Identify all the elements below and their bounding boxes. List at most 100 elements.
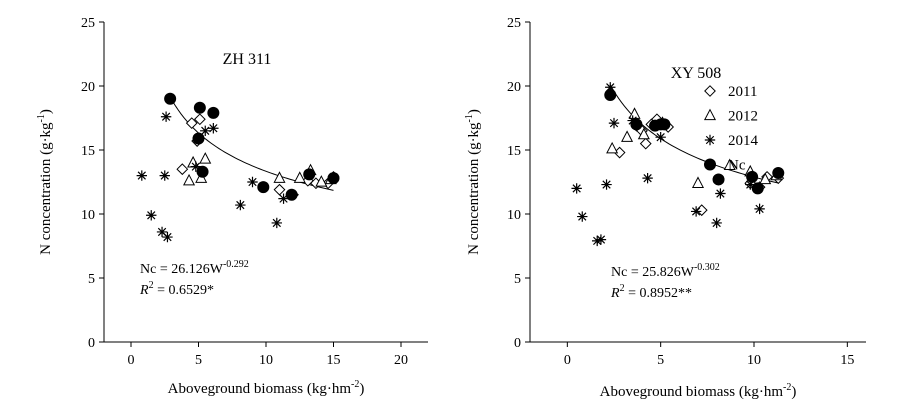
data-point (577, 211, 588, 222)
data-point (193, 101, 206, 114)
y-tick-label: 5 (514, 272, 521, 287)
data-point (207, 106, 220, 119)
y-axis-label: N concentration (g·kg-1) (464, 109, 482, 255)
x-tick-label: 15 (840, 353, 854, 368)
data-point (655, 132, 666, 143)
y-axis-label: N concentration (g·kg-1) (36, 109, 54, 255)
data-point (637, 127, 650, 140)
y-tick-label: 20 (507, 80, 521, 95)
data-point (327, 172, 340, 185)
chart-title: ZH 311 (223, 51, 272, 68)
data-point (235, 199, 246, 211)
data-point (176, 163, 189, 176)
data-point (285, 188, 298, 201)
data-point (754, 203, 765, 215)
data-point (247, 176, 258, 188)
data-point (571, 183, 582, 194)
x-axis-label: Aboveground biomass (kg·hm-2) (600, 382, 797, 400)
data-point (751, 182, 764, 195)
data-point (190, 161, 201, 172)
data-point (745, 179, 756, 190)
series-nc (604, 88, 785, 195)
chart-panel-1: 0 5 10 15 20 25 0 5 10 15 20 Aboveground biomass (k… (36, 16, 428, 397)
data-point (278, 193, 289, 204)
data-point (605, 82, 616, 93)
data-point (746, 170, 759, 183)
data-point (193, 113, 206, 126)
chart-panel-2: 0 5 10 15 20 25 0 5 10 15 Aboveground biomass (kg·… (464, 16, 866, 400)
data-point (136, 170, 147, 181)
data-point (271, 217, 282, 229)
data-point (146, 210, 157, 221)
data-point (630, 118, 643, 131)
data-point (257, 181, 270, 194)
data-point (273, 171, 286, 183)
x-tick-label: 10 (259, 353, 273, 368)
data-point (690, 206, 702, 217)
data-point (159, 170, 170, 181)
data-point (658, 118, 671, 131)
y-tick-label: 0 (88, 336, 95, 351)
data-point (293, 171, 306, 183)
data-point (601, 179, 612, 190)
x-tick-label: 20 (394, 353, 408, 368)
fit-equation: Nc = 26.126W-0.292 (140, 259, 249, 277)
y-tick-label: 5 (88, 272, 95, 287)
y-tick-label: 15 (81, 144, 95, 159)
data-point (711, 217, 722, 229)
data-point (315, 175, 328, 187)
data-point (192, 132, 205, 145)
data-point (642, 172, 653, 184)
legend-label: 2012 (728, 109, 758, 125)
legend-label: 2014 (728, 133, 759, 149)
x-tick-label: 5 (195, 353, 202, 368)
x-tick-label: 0 (564, 353, 571, 368)
series-nc (164, 92, 340, 201)
legend: 2011 2012 2014 Nc (703, 84, 759, 174)
data-point (273, 183, 286, 196)
data-point (608, 117, 620, 129)
data-point (200, 125, 211, 136)
x-tick-label: 10 (747, 353, 761, 368)
y-tick-label: 15 (507, 144, 521, 159)
data-point (199, 152, 212, 164)
x-tick-label: 15 (327, 353, 341, 368)
y-tick-label: 25 (507, 16, 521, 31)
data-point (712, 173, 725, 186)
x-tick-label: 5 (657, 353, 664, 368)
fit-equation: Nc = 25.826W-0.302 (611, 262, 720, 280)
data-point (164, 92, 177, 105)
data-point (772, 167, 785, 180)
data-point (208, 123, 219, 134)
data-point (595, 234, 607, 245)
r-squared: R2 = 0.6529* (139, 280, 214, 298)
y-tick-label: 0 (514, 336, 521, 351)
data-point (695, 204, 708, 217)
legend-marker (703, 108, 717, 121)
data-point (196, 165, 209, 178)
data-point (604, 88, 617, 101)
data-point (156, 226, 168, 238)
data-point (183, 173, 196, 186)
data-point (303, 168, 316, 181)
data-point (606, 141, 619, 154)
legend-label: 2011 (728, 84, 757, 100)
legend-marker (704, 85, 716, 97)
y-tick-label: 10 (81, 208, 95, 223)
chart-title: XY 508 (671, 65, 722, 82)
data-point (160, 111, 172, 122)
legend-marker (704, 158, 716, 171)
legend-label: Nc (728, 158, 746, 174)
data-point (162, 231, 173, 243)
data-point (691, 176, 705, 188)
x-tick-label: 0 (128, 353, 135, 368)
y-tick-label: 20 (81, 80, 95, 95)
data-point (723, 158, 736, 171)
y-tick-label: 10 (507, 208, 521, 223)
r-squared: R2 = 0.8952** (610, 283, 692, 301)
data-point (592, 235, 603, 247)
legend-marker (704, 134, 716, 146)
data-point (759, 172, 772, 185)
data-point (185, 117, 198, 130)
